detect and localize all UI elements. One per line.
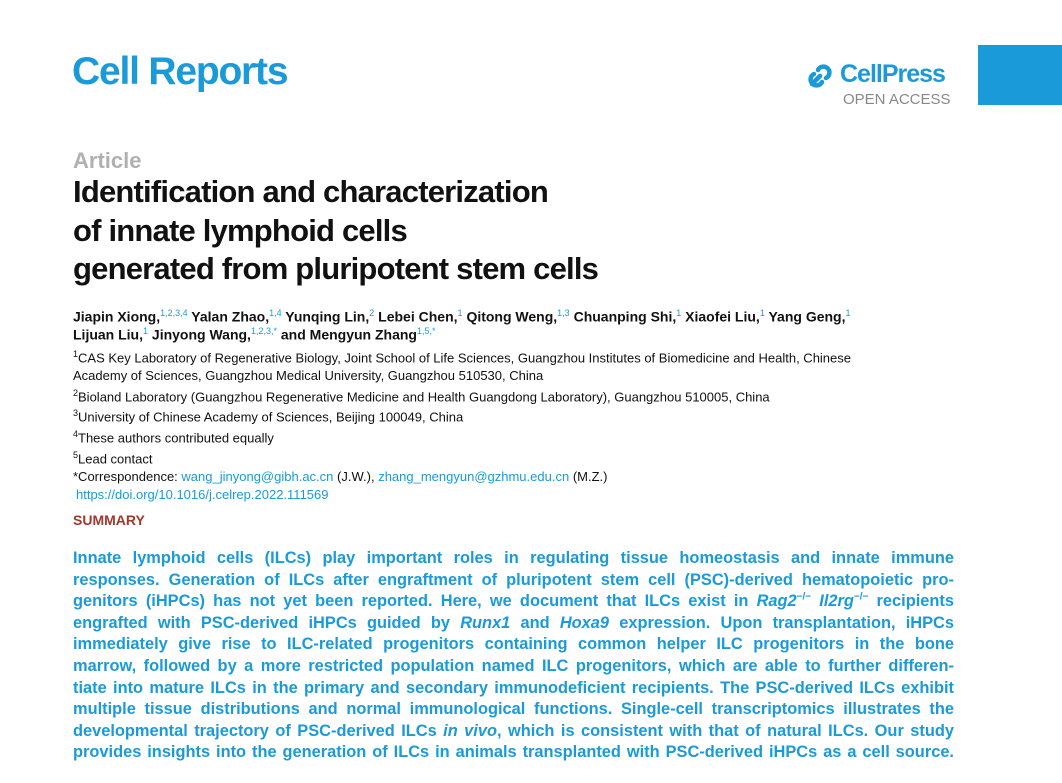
summary-text: responses. Generation of ILCs after engr… <box>73 570 954 589</box>
affiliation: Academy of Sciences, Guangzhou Medical U… <box>73 367 953 385</box>
open-access: OPEN ACCESS <box>843 91 951 108</box>
affiliation-text: These authors contributed equally <box>78 430 274 446</box>
summary-text: Runx1 <box>460 613 511 632</box>
summary-line: developmental trajectory of PSC-derived … <box>73 721 954 743</box>
author-name: and Mengyun Zhang <box>280 326 417 343</box>
summary-text: −/− <box>796 591 812 603</box>
affiliation-mark: 5 <box>73 450 79 461</box>
brand-box <box>978 45 1062 105</box>
author-affiliation: 1,4 <box>269 308 282 318</box>
summary-text: Innate lymphoid cells (ILCs) play import… <box>73 549 954 567</box>
affiliation-text: CAS Key Laboratory of Regenerative Biolo… <box>78 350 852 366</box>
affiliation-text: Lead contact <box>78 451 153 467</box>
author-name: Xiaofei Liu, <box>685 308 760 325</box>
correspondence-label: *Correspondence: <box>73 469 178 485</box>
affiliation-text: University of Chinese Academy of Science… <box>78 409 464 425</box>
title-line: generated from pluripotent stem cells <box>73 251 599 286</box>
affiliations: 1CAS Key Laboratory of Regenerative Biol… <box>73 346 953 503</box>
author-line: Jiapin Xiong,1,2,3,4 Yalan Zhao,1,4 Yunq… <box>73 308 851 325</box>
initials: (M.Z.) <box>572 469 608 485</box>
affiliation-mark: 2 <box>73 387 79 398</box>
author-name: Chuanping Shi, <box>573 308 677 325</box>
author-name: Lijuan Liu, <box>73 326 143 343</box>
summary-text: and <box>510 613 560 632</box>
email: wang_jinyong@gibh.ac.cn <box>181 469 334 485</box>
author-affiliation: 1,5,* <box>416 326 436 336</box>
summary-text: multiple tissue distributions and normal… <box>73 700 954 719</box>
summary-line: Innate lymphoid cells (ILCs) play import… <box>73 548 954 570</box>
summary-line: engrafted with PSC-derived iHPCs guided … <box>73 613 954 635</box>
doi: https://doi.org/10.1016/j.celrep.2022.11… <box>76 486 329 502</box>
journal-name: Cell Reports <box>72 50 289 93</box>
summary-text: Rag2 <box>756 592 797 611</box>
author-affiliation: 1 <box>457 308 463 318</box>
affiliation-mark: 3 <box>73 408 79 419</box>
author-affiliation: 2 <box>369 308 375 318</box>
summary-line: immediately give rise to ILC-related pro… <box>73 634 954 656</box>
affiliation: 2Bioland Laboratory (Guangzhou Regenerat… <box>73 385 953 406</box>
author-affiliation: 1 <box>845 308 851 318</box>
affiliation: 1CAS Key Laboratory of Regenerative Biol… <box>73 346 953 367</box>
author-name: Jiapin Xiong, <box>73 308 161 325</box>
affiliation-mark: 4 <box>73 429 79 440</box>
author-line: Lijuan Liu,1 Jinyong Wang,1,2,3,* and Me… <box>73 326 436 343</box>
summary-text: recipients <box>868 592 954 611</box>
affiliation: 3University of Chinese Academy of Scienc… <box>73 405 953 426</box>
author-affiliation: 1 <box>759 308 765 318</box>
summary-text: immediately give rise to ILC-related pro… <box>73 635 954 654</box>
summary-text: developmental trajectory of PSC-derived … <box>73 721 444 740</box>
author-affiliation: 1 <box>676 308 682 318</box>
affiliation: 4These authors contributed equally <box>73 426 953 447</box>
summary-text: expression. Upon transplantation, iHPCs <box>609 613 954 632</box>
summary-text: −/− <box>853 591 869 603</box>
summary-line: provides insights into the generation of… <box>73 742 954 764</box>
affiliation-mark: 1 <box>73 349 79 359</box>
summary-text: , which is consistent with that of natur… <box>497 721 954 740</box>
author-affiliation: 1,2,3,4 <box>160 308 188 318</box>
affiliation-text: Bioland Laboratory (Guangzhou Regenerati… <box>78 388 770 404</box>
affiliation-text: Academy of Sciences, Guangzhou Medical U… <box>73 367 544 383</box>
author-name: Yunqing Lin, <box>285 308 370 325</box>
summary-line: tiate into mature ILCs in the primary an… <box>73 678 954 700</box>
author-name: Qitong Weng, <box>466 308 558 325</box>
author-name: Jinyong Wang, <box>151 326 251 343</box>
summary-line: genitors (iHPCs) has not yet been report… <box>73 591 954 613</box>
correspondence: *Correspondence: wang_jinyong@gibh.ac.cn… <box>73 468 953 486</box>
summary-text: in vivo <box>443 721 497 740</box>
summary-line: marrow, followed by a more restricted po… <box>73 656 954 678</box>
summary-line: responses. Generation of ILCs after engr… <box>73 570 954 592</box>
affiliation: 5Lead contact <box>73 447 953 468</box>
summary-text: Hoxa9 <box>559 613 610 632</box>
initials: (J.W.), <box>337 469 375 485</box>
author-affiliation: 1,3 <box>557 308 570 318</box>
summary-text: engrafted with PSC-derived iHPCs guided … <box>73 613 461 632</box>
summary-text: marrow, followed by a more restricted po… <box>73 656 954 675</box>
summary-line: multiple tissue distributions and normal… <box>73 699 954 721</box>
author-affiliation: 1 <box>143 326 149 336</box>
title-line: Identification and characterization <box>73 174 549 209</box>
author-name: Lebei Chen, <box>378 308 458 325</box>
summary-text: genitors (iHPCs) has not yet been report… <box>73 592 757 611</box>
author-affiliation: 1,2,3,* <box>250 326 277 336</box>
author-name: Yalan Zhao, <box>191 308 270 325</box>
summary-text: tiate into mature ILCs in the primary an… <box>73 678 954 697</box>
article-type: Article <box>73 148 142 173</box>
publisher-logo <box>808 64 832 88</box>
summary-heading: SUMMARY <box>73 512 145 528</box>
email: zhang_mengyun@gzhmu.edu.cn <box>378 469 570 485</box>
title-line: of innate lymphoid cells <box>73 212 408 248</box>
summary-text: provides insights into the generation of… <box>73 743 954 762</box>
publisher: CellPress <box>840 60 946 88</box>
summary: Innate lymphoid cells (ILCs) play import… <box>73 548 954 764</box>
author-name: Yang Geng, <box>768 308 846 325</box>
summary-text: Il2rg <box>811 592 854 611</box>
